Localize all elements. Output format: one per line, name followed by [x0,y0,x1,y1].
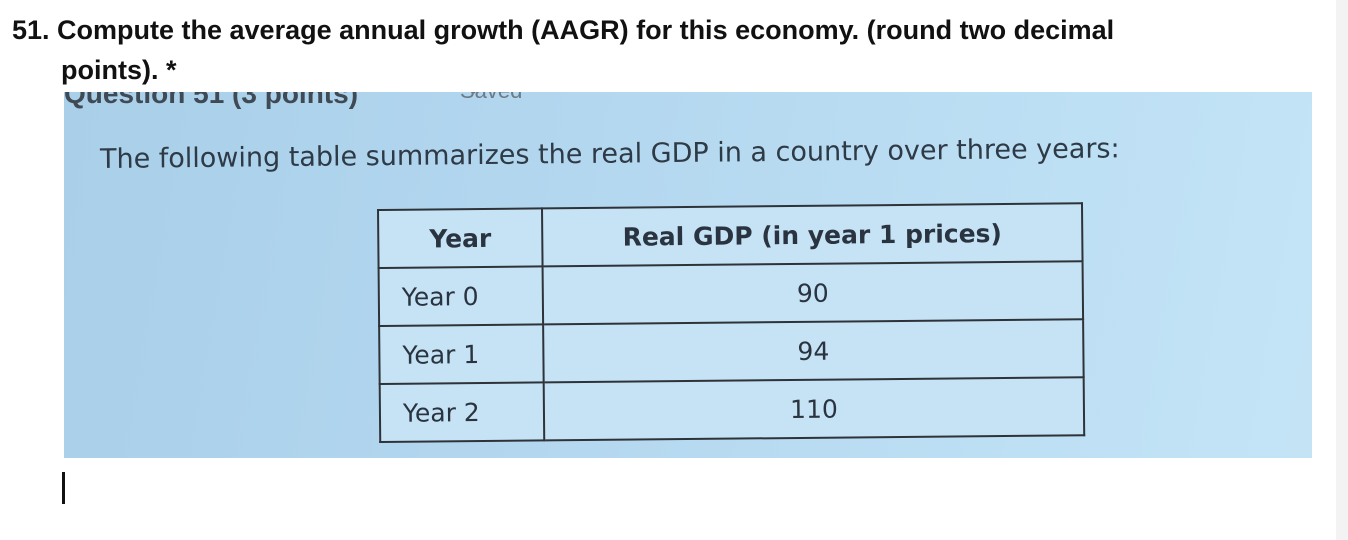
question-title-line1: 51. Compute the average annual growth (A… [12,15,1115,45]
intro-text: The following table summarizes the real … [99,133,1120,175]
cell-gdp: 90 [542,261,1084,325]
header-year: Year [378,208,543,268]
checkmark-icon: ✓ [470,92,483,100]
cell-year: Year 2 [379,382,545,442]
saved-status: Saved [460,92,522,104]
cell-gdp: 94 [543,319,1084,383]
table-row: Year 1 94 [379,319,1084,384]
question-title: 51. Compute the average annual growth (A… [12,10,1262,90]
image-header: Question 51 (3 points) ✓ Saved [64,92,522,109]
question-image: Question 51 (3 points) ✓ Saved The follo… [64,92,1312,458]
table-row: Year 0 90 [378,261,1084,326]
scrollbar-track[interactable] [1336,0,1348,540]
question-title-line2: points). * [61,55,177,85]
cell-gdp: 110 [543,377,1085,441]
cell-year: Year 1 [379,324,544,384]
table-row: Year 2 110 [379,377,1085,442]
gdp-table: Year Real GDP (in year 1 prices) Year 0 … [377,202,1086,443]
header-real-gdp: Real GDP (in year 1 prices) [542,203,1083,267]
answer-text-cursor[interactable] [62,472,65,504]
question-number-label: Question 51 (3 points) [64,92,359,109]
cell-year: Year 0 [378,266,544,326]
table-header-row: Year Real GDP (in year 1 prices) [378,203,1083,268]
